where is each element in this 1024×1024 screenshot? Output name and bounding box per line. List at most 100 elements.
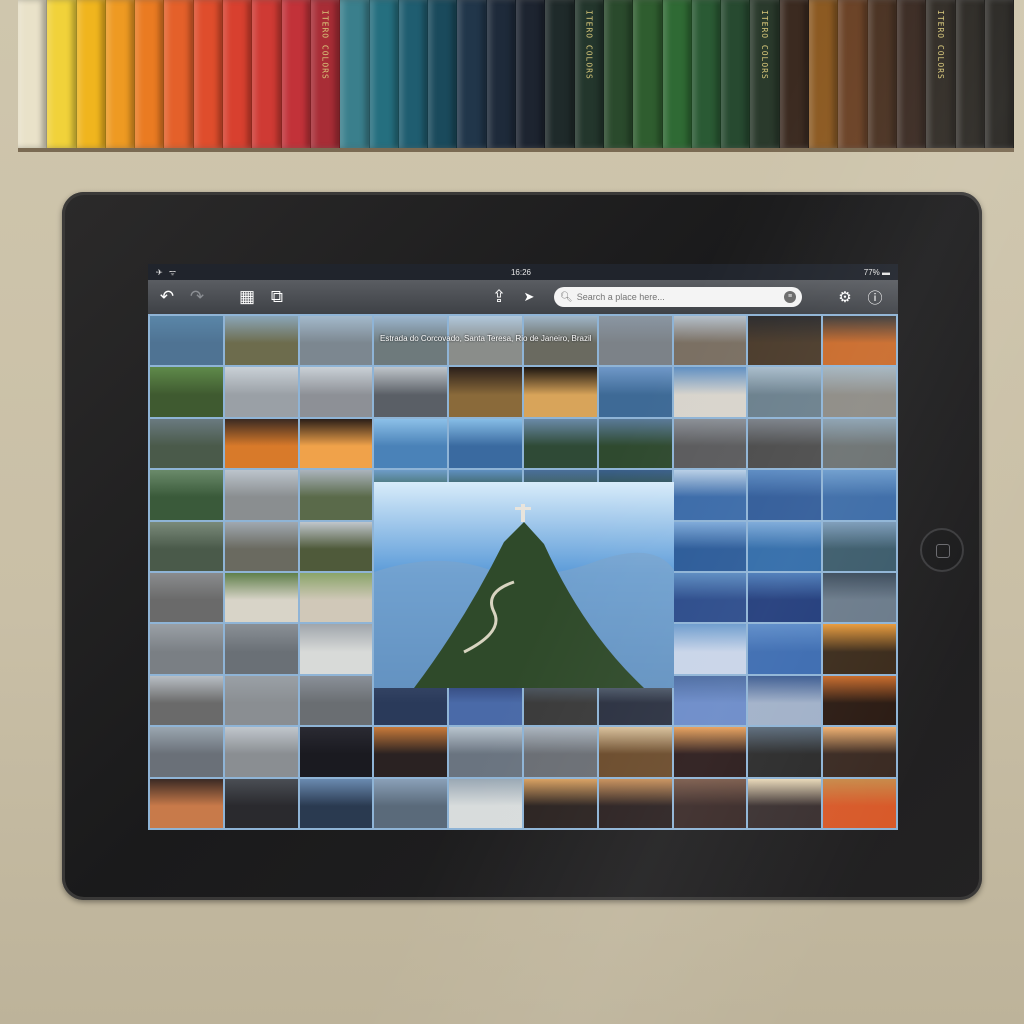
photo-thumbnail[interactable] [823, 470, 896, 520]
photo-thumbnail[interactable] [449, 367, 522, 417]
photo-thumbnail[interactable] [374, 778, 448, 828]
photo-thumbnail[interactable] [524, 675, 597, 726]
photo-thumbnail[interactable] [299, 727, 373, 777]
search-input[interactable] [576, 292, 784, 302]
photo-thumbnail[interactable] [150, 367, 223, 417]
info-icon[interactable]: ⓘ [867, 289, 883, 307]
share-icon[interactable]: ⇪ [491, 287, 507, 306]
photo-thumbnail[interactable] [299, 470, 373, 520]
photo-thumbnail[interactable] [524, 521, 597, 571]
photo-thumbnail[interactable] [748, 624, 822, 674]
photo-thumbnail[interactable] [823, 573, 896, 623]
photo-thumbnail[interactable] [748, 675, 822, 726]
photo-thumbnail[interactable] [224, 573, 298, 623]
photo-thumbnail[interactable] [524, 316, 597, 366]
photo-thumbnail[interactable] [449, 727, 522, 777]
undo-icon[interactable]: ↶ [159, 287, 175, 306]
photo-thumbnail[interactable] [748, 470, 822, 520]
photo-thumbnail[interactable] [598, 521, 672, 571]
search-field[interactable]: 🔍︎ ≡ [554, 287, 802, 307]
photo-thumbnail[interactable] [823, 521, 896, 571]
redo-icon[interactable]: ↷ [189, 287, 205, 306]
photo-thumbnail[interactable] [374, 727, 448, 777]
photo-thumbnail[interactable] [224, 675, 298, 726]
photo-thumbnail[interactable] [224, 367, 298, 417]
list-icon[interactable]: ≡ [784, 291, 796, 303]
photo-thumbnail[interactable] [449, 418, 522, 469]
photo-thumbnail[interactable] [449, 778, 522, 828]
photo-thumbnail[interactable] [823, 418, 896, 469]
photo-thumbnail[interactable] [150, 316, 223, 366]
photo-thumbnail[interactable] [299, 316, 373, 366]
photo-thumbnail[interactable] [673, 521, 747, 571]
photo-thumbnail[interactable] [823, 316, 896, 366]
photo-thumbnail[interactable] [748, 778, 822, 828]
photo-thumbnail[interactable] [374, 316, 448, 366]
photo-thumbnail[interactable] [299, 418, 373, 469]
photo-thumbnail[interactable] [299, 521, 373, 571]
photo-thumbnail[interactable] [598, 778, 672, 828]
photo-thumbnail[interactable] [748, 521, 822, 571]
photo-thumbnail[interactable] [823, 367, 896, 417]
photo-thumbnail[interactable] [823, 624, 896, 674]
photo-thumbnail[interactable] [150, 521, 223, 571]
photo-thumbnail[interactable] [374, 624, 448, 674]
locate-icon[interactable]: ➤ [523, 289, 535, 304]
settings-icon[interactable]: ⚙ [838, 289, 852, 306]
home-button[interactable] [920, 528, 964, 572]
photo-thumbnail[interactable] [748, 727, 822, 777]
photo-thumbnail[interactable] [598, 675, 672, 726]
photo-thumbnail[interactable] [449, 573, 522, 623]
photo-thumbnail[interactable] [823, 727, 896, 777]
photo-thumbnail[interactable] [374, 367, 448, 417]
photo-thumbnail[interactable] [673, 367, 747, 417]
photo-thumbnail[interactable] [150, 675, 223, 726]
photo-thumbnail[interactable] [598, 367, 672, 417]
photo-thumbnail[interactable] [449, 675, 522, 726]
photo-thumbnail[interactable] [150, 727, 223, 777]
photo-thumbnail[interactable] [748, 367, 822, 417]
photo-thumbnail[interactable] [224, 624, 298, 674]
photo-thumbnail[interactable] [524, 778, 597, 828]
photo-thumbnail[interactable] [524, 573, 597, 623]
photo-thumbnail[interactable] [150, 573, 223, 623]
photo-thumbnail[interactable] [748, 573, 822, 623]
photo-thumbnail[interactable] [299, 573, 373, 623]
photo-thumbnail[interactable] [374, 675, 448, 726]
photo-thumbnail[interactable] [598, 727, 672, 777]
photo-thumbnail[interactable] [524, 470, 597, 520]
photo-thumbnail[interactable] [598, 573, 672, 623]
photo-thumbnail[interactable] [598, 316, 672, 366]
photo-thumbnail[interactable] [374, 418, 448, 469]
photo-thumbnail[interactable] [224, 316, 298, 366]
photo-thumbnail[interactable] [673, 418, 747, 469]
photo-thumbnail[interactable] [673, 624, 747, 674]
photo-thumbnail[interactable] [150, 778, 223, 828]
photo-thumbnail[interactable] [673, 675, 747, 726]
photo-thumbnail[interactable] [150, 624, 223, 674]
grid-icon[interactable]: ▦ [238, 287, 256, 306]
photo-thumbnail[interactable] [524, 624, 597, 674]
photo-thumbnail[interactable] [224, 521, 298, 571]
photo-thumbnail[interactable] [598, 624, 672, 674]
photo-thumbnail[interactable] [374, 521, 448, 571]
photo-thumbnail[interactable] [524, 727, 597, 777]
photo-thumbnail[interactable] [598, 470, 672, 520]
photo-thumbnail[interactable] [449, 316, 522, 366]
photo-thumbnail[interactable] [224, 470, 298, 520]
photo-thumbnail[interactable] [449, 521, 522, 571]
photo-thumbnail[interactable] [673, 470, 747, 520]
photo-thumbnail[interactable] [449, 470, 522, 520]
photo-thumbnail[interactable] [224, 418, 298, 469]
photo-thumbnail[interactable] [374, 470, 448, 520]
photo-thumbnail[interactable] [150, 470, 223, 520]
photo-thumbnail[interactable] [748, 316, 822, 366]
photo-thumbnail[interactable] [150, 418, 223, 469]
photo-thumbnail[interactable] [449, 624, 522, 674]
photo-thumbnail[interactable] [524, 367, 597, 417]
photo-thumbnail[interactable] [673, 727, 747, 777]
photo-thumbnail[interactable] [299, 367, 373, 417]
photo-thumbnail[interactable] [299, 624, 373, 674]
photo-thumbnail[interactable] [673, 778, 747, 828]
photo-thumbnail[interactable] [598, 418, 672, 469]
